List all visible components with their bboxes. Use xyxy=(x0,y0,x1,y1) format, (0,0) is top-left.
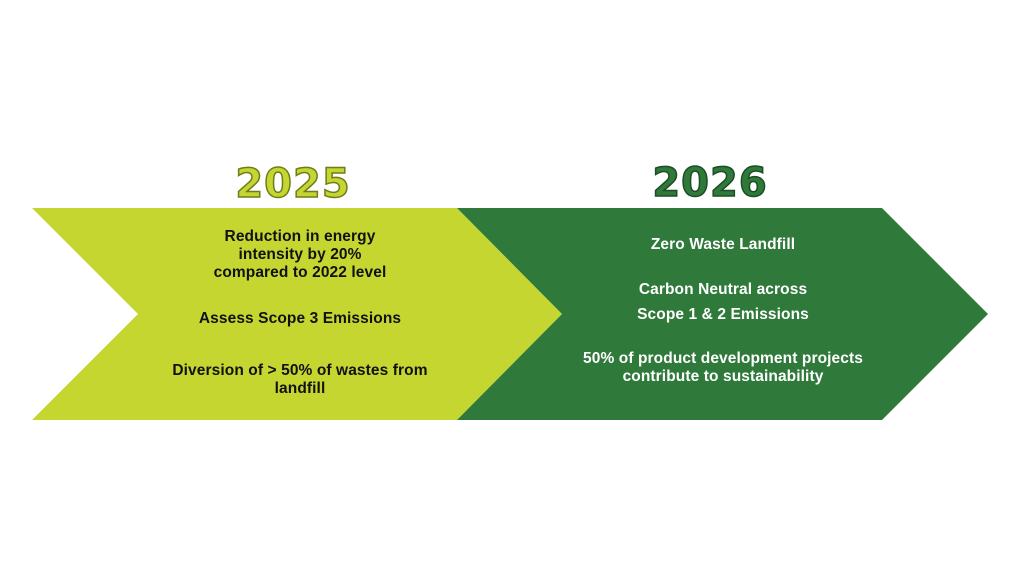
goal-line: compared to 2022 level xyxy=(213,264,387,281)
goal-line: Reduction in energy xyxy=(224,228,376,245)
goal-line-spacer xyxy=(553,299,893,306)
year-label-2026: 2026 xyxy=(652,160,768,206)
goal-line: landfill xyxy=(274,380,326,397)
stage-2026-goals: Zero Waste Landfill Carbon Neutral acros… xyxy=(553,0,893,576)
goal-scope-3: Assess Scope 3 Emissions xyxy=(140,310,460,328)
goal-line: intensity by 20% xyxy=(238,246,362,263)
goal-line: Zero Waste Landfill xyxy=(650,236,796,253)
goal-energy-intensity: Reduction in energy intensity by 20% com… xyxy=(140,228,460,282)
goal-line: Scope 1 & 2 Emissions xyxy=(637,306,809,323)
goal-carbon-neutral: Carbon Neutral across Scope 1 & 2 Emissi… xyxy=(553,281,893,324)
goal-line: 50% of product development projects xyxy=(583,350,863,367)
goal-product-development: 50% of product development projects cont… xyxy=(553,350,893,386)
goal-waste-diversion: Diversion of > 50% of wastes from landfi… xyxy=(140,362,460,398)
goal-line: Assess Scope 3 Emissions xyxy=(198,310,402,327)
year-label-2025: 2025 xyxy=(235,161,351,207)
goal-zero-waste: Zero Waste Landfill xyxy=(553,236,893,254)
stage-2025-goals: Reduction in energy intensity by 20% com… xyxy=(140,0,460,576)
goal-line: contribute to sustainability xyxy=(622,368,824,385)
goal-line: Carbon Neutral across xyxy=(638,281,808,298)
chevron-2026 xyxy=(457,208,988,420)
chevron-2025 xyxy=(32,208,562,420)
goal-line: Diversion of > 50% of wastes from xyxy=(172,362,428,379)
